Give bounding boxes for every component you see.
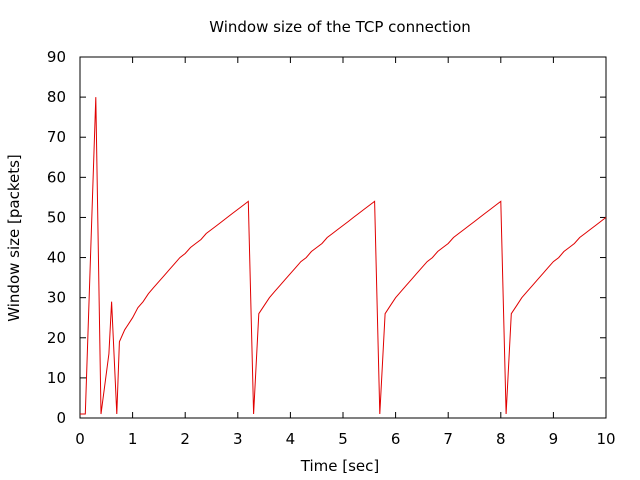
y-axis: 0 10 20 30 40 50 60 70 80 90	[47, 48, 606, 427]
y-tick-label: 90	[47, 48, 66, 66]
x-tick-label: 7	[443, 430, 453, 448]
x-tick-label: 1	[128, 430, 138, 448]
y-tick-label: 40	[47, 249, 66, 267]
x-tick-label: 3	[233, 430, 243, 448]
x-tick-label: 0	[75, 430, 85, 448]
x-tick-label: 10	[596, 430, 615, 448]
x-tick-label: 8	[496, 430, 506, 448]
y-tick-label: 70	[47, 128, 66, 146]
plot-border	[79, 56, 607, 419]
y-tick-label: 60	[47, 168, 66, 186]
y-tick-label: 80	[47, 88, 66, 106]
x-tick-label: 4	[286, 430, 296, 448]
chart-title: Window size of the TCP connection	[209, 18, 471, 36]
x-axis: 0 1 2 3 4 5 6 7 8 9 10	[75, 57, 616, 448]
x-tick-label: 9	[549, 430, 559, 448]
x-axis-label: Time [sec]	[300, 457, 379, 475]
series-line	[80, 97, 607, 415]
y-tick-label: 0	[56, 409, 66, 427]
y-tick-label: 30	[47, 289, 66, 307]
x-tick-label: 5	[338, 430, 348, 448]
plot-area	[79, 56, 607, 419]
x-tick-label: 6	[391, 430, 401, 448]
y-tick-label: 50	[47, 208, 66, 226]
y-tick-label: 20	[47, 329, 66, 347]
x-tick-label: 2	[180, 430, 190, 448]
y-tick-label: 10	[47, 369, 66, 387]
series-layer	[80, 97, 607, 415]
y-axis-label: Window size [packets]	[5, 154, 23, 322]
